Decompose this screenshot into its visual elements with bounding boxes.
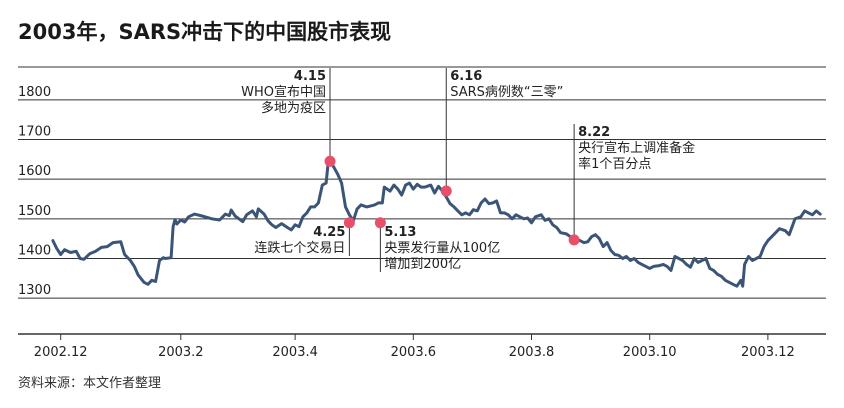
chart-title: 2003年，SARS冲击下的中国股市表现: [18, 20, 392, 44]
annotation-marker: [440, 185, 452, 197]
annotation-date: 8.22: [578, 125, 610, 140]
annotation-text: SARS病例数“三零”: [450, 85, 563, 100]
annotation-date: 4.15: [294, 69, 326, 84]
annotation-text: 增加到200亿: [384, 257, 461, 272]
x-tick-label: 2003.12: [741, 345, 795, 360]
annotation-text: 多地为疫区: [261, 100, 326, 116]
x-tick-label: 2003.10: [623, 345, 677, 360]
y-tick-label: 1600: [18, 164, 51, 179]
x-tick-label: 2003.8: [509, 345, 555, 360]
y-tick-label: 1500: [18, 204, 51, 219]
x-tick-label: 2003.6: [391, 345, 437, 360]
annotation-text: 率1个百分点: [578, 156, 651, 172]
annotation-date: 4.25: [313, 225, 345, 240]
y-tick-label: 1400: [18, 243, 51, 258]
annotation-date: 5.13: [384, 225, 416, 240]
annotation-marker: [343, 217, 355, 229]
annotation-text: 连跌七个交易日: [254, 240, 345, 256]
y-tick-label: 1300: [18, 283, 51, 298]
x-tick-label: 2003.4: [272, 345, 318, 360]
annotation-marker: [374, 217, 386, 229]
y-tick-label: 1800: [18, 85, 51, 100]
x-tick-label: 2002.12: [34, 345, 88, 360]
annotation-text: 央行宣布上调准备金: [578, 140, 695, 156]
source-note: 资料来源：本文作者整理: [18, 376, 162, 391]
series-line: [51, 159, 822, 288]
annotation-text: WHO宣布中国: [241, 84, 326, 100]
x-tick-label: 2003.2: [158, 345, 204, 360]
annotation-date: 6.16: [450, 69, 482, 84]
annotation-text: 央票发行量从100亿: [384, 240, 500, 256]
annotation-marker: [568, 234, 580, 246]
annotation-marker: [324, 155, 336, 167]
y-tick-label: 1700: [18, 124, 51, 139]
